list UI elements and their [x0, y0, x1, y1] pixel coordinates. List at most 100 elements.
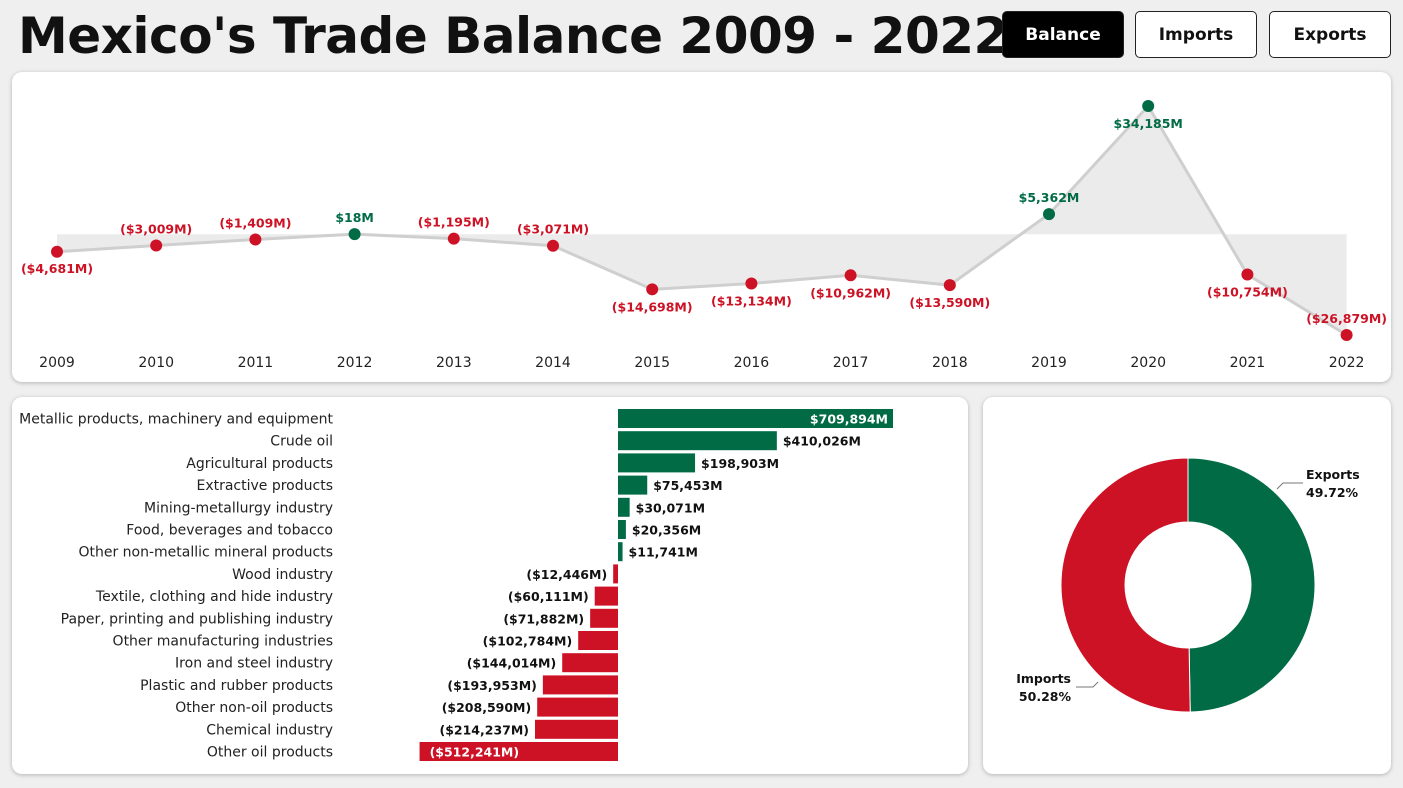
- category-label: Other manufacturing industries: [113, 634, 333, 650]
- x-tick-label: 2010: [138, 355, 174, 371]
- donut-slice: [1060, 457, 1191, 713]
- data-point: [1142, 100, 1155, 112]
- data-label: ($10,962M): [810, 285, 891, 300]
- donut-slice: [1187, 457, 1316, 713]
- bar-value-label: $709,894M: [810, 412, 888, 427]
- bar-value-label: ($71,882M): [503, 611, 584, 626]
- data-point: [51, 245, 63, 258]
- bar: [618, 542, 623, 562]
- data-point: [1340, 329, 1353, 341]
- bar: [578, 631, 618, 650]
- x-tick-label: 2013: [436, 355, 472, 371]
- data-point: [447, 232, 460, 245]
- data-label: $5,362M: [1019, 190, 1080, 205]
- bar-value-label: $410,026M: [783, 434, 861, 449]
- data-label: ($14,698M): [612, 299, 693, 314]
- bar-value-label: ($193,953M): [447, 678, 537, 693]
- data-point: [249, 233, 262, 246]
- category-label: Plastic and rubber products: [140, 678, 333, 694]
- x-tick-label: 2020: [1130, 355, 1166, 371]
- x-tick-label: 2021: [1230, 355, 1266, 371]
- category-label: Iron and steel industry: [175, 656, 333, 672]
- bar-value-label: ($208,590M): [442, 700, 532, 715]
- bar-value-label: ($60,111M): [508, 589, 589, 604]
- slice-name-label: Exports: [1306, 467, 1360, 482]
- bar-value-label: $75,453M: [653, 478, 722, 493]
- data-label: ($3,071M): [517, 222, 589, 237]
- bar-value-label: ($144,014M): [467, 656, 557, 671]
- data-label: ($10,754M): [1207, 285, 1288, 300]
- bar: [419, 742, 618, 761]
- bar-chart-svg: Metallic products, machinery and equipme…: [19, 409, 893, 761]
- bar: [618, 520, 626, 539]
- x-tick-label: 2017: [833, 355, 869, 371]
- category-label: Agricultural products: [186, 456, 333, 472]
- category-label: Crude oil: [270, 434, 333, 450]
- bar: [618, 431, 777, 451]
- leader-line: [1076, 681, 1099, 688]
- line-chart-svg: ($4,681M) 2009 ($3,009M) 2010 ($1,409M) 2011 $…: [21, 100, 1387, 371]
- bar-value-label: $30,071M: [636, 500, 705, 515]
- data-label: $34,185M: [1114, 116, 1183, 131]
- leader-line: [1276, 482, 1303, 490]
- data-label: ($13,590M): [909, 295, 990, 310]
- balance-button[interactable]: Balance: [1002, 11, 1124, 58]
- data-point: [547, 239, 559, 252]
- x-tick-label: 2012: [337, 355, 373, 371]
- data-label: ($13,134M): [711, 293, 792, 308]
- bar: [618, 497, 630, 517]
- category-label: Other non-oil products: [175, 700, 333, 716]
- bar-value-label: $11,741M: [629, 545, 698, 560]
- data-label: ($1,409M): [219, 215, 291, 230]
- data-point: [1043, 208, 1055, 221]
- data-point: [943, 279, 956, 292]
- data-point: [348, 228, 361, 241]
- bar-value-label: ($512,241M): [430, 745, 519, 760]
- data-label: ($26,879M): [1306, 311, 1387, 326]
- page-title: Mexico's Trade Balance 2009 - 2022: [18, 7, 1008, 65]
- x-tick-label: 2011: [238, 355, 274, 371]
- imports-exports-donut-chart: Exports 49.72% Imports 50.28%: [983, 397, 1391, 774]
- bar: [537, 697, 618, 717]
- x-tick-label: 2009: [39, 355, 75, 371]
- data-point: [150, 239, 163, 252]
- data-point: [745, 277, 758, 290]
- bar: [618, 409, 893, 428]
- category-label: Textile, clothing and hide industry: [95, 589, 333, 605]
- bar: [590, 608, 618, 628]
- data-label: $18M: [335, 210, 374, 225]
- bar: [535, 719, 618, 739]
- data-label: ($4,681M): [21, 261, 93, 276]
- data-point: [1241, 268, 1254, 281]
- x-tick-label: 2015: [634, 355, 670, 371]
- bar: [618, 475, 648, 495]
- bar: [594, 586, 618, 606]
- data-point: [646, 283, 659, 296]
- bar: [562, 653, 618, 673]
- category-label: Other oil products: [207, 745, 333, 761]
- bar-value-label: $198,903M: [701, 456, 779, 471]
- x-tick-label: 2016: [734, 355, 770, 371]
- trade-balance-line-chart: ($4,681M) 2009 ($3,009M) 2010 ($1,409M) 2011 $…: [12, 72, 1391, 382]
- category-label: Extractive products: [196, 478, 333, 494]
- imports-button[interactable]: Imports: [1135, 11, 1257, 58]
- bar-value-label: $20,356M: [632, 523, 701, 538]
- donut-chart-svg: Exports 49.72% Imports 50.28%: [1016, 457, 1360, 713]
- slice-percent-label: 49.72%: [1306, 485, 1359, 500]
- category-label: Metallic products, machinery and equipme…: [19, 412, 333, 428]
- bar-value-label: ($12,446M): [526, 567, 607, 582]
- data-label: ($1,195M): [418, 215, 490, 230]
- bar: [618, 453, 696, 473]
- category-label: Chemical industry: [206, 722, 333, 738]
- x-tick-label: 2019: [1031, 355, 1067, 371]
- data-label: ($3,009M): [120, 221, 192, 236]
- exports-button[interactable]: Exports: [1269, 11, 1391, 58]
- x-tick-label: 2022: [1329, 355, 1365, 371]
- x-tick-label: 2014: [535, 355, 571, 371]
- x-tick-label: 2018: [932, 355, 968, 371]
- bar: [613, 564, 618, 584]
- bar: [542, 675, 618, 695]
- category-balance-bar-chart: Metallic products, machinery and equipme…: [12, 397, 968, 774]
- slice-name-label: Imports: [1016, 671, 1071, 686]
- bar-value-label: ($102,784M): [483, 634, 573, 649]
